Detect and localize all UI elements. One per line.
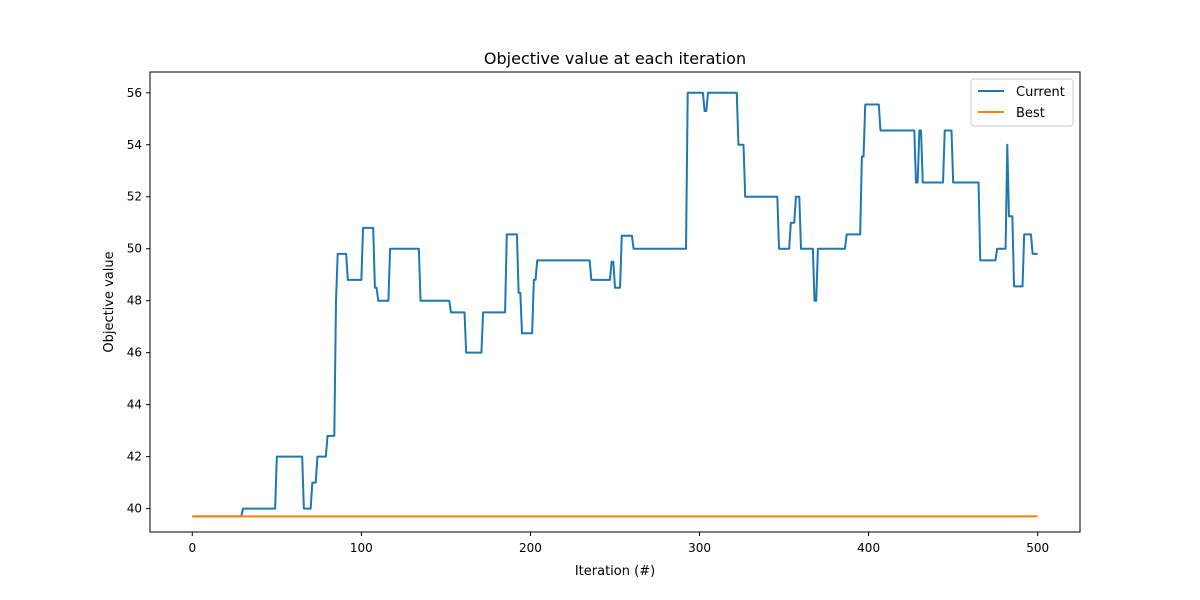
y-tick-label: 50 [127,242,142,256]
y-tick-label: 54 [127,138,142,152]
x-tick-label: 0 [188,541,196,555]
y-axis-label: Objective value [102,251,117,352]
series-line-current [192,91,1038,518]
x-tick-label: 200 [519,541,542,555]
legend: Current Best [970,78,1074,127]
y-tick-label: 46 [127,346,142,360]
y-tick-label: 40 [127,502,142,516]
x-tick-label: 500 [1026,541,1049,555]
x-axis-label: Iteration (#) [575,564,655,579]
y-tick-label: 56 [127,86,142,100]
plot-frame [149,71,1081,533]
y-axis: 40 42 44 46 48 50 52 54 56 [127,86,150,516]
chart-title: Objective value at each iteration [484,49,746,68]
x-axis: 0 100 200 300 400 500 [188,532,1049,555]
y-tick-label: 44 [127,398,142,412]
y-tick-label: 42 [127,450,142,464]
x-tick-label: 100 [350,541,373,555]
plot-series [192,91,1038,518]
x-tick-label: 300 [688,541,711,555]
x-tick-label: 400 [857,541,880,555]
y-tick-label: 52 [127,190,142,204]
y-tick-label: 48 [127,294,142,308]
legend-label-current: Current [1016,85,1065,100]
legend-label-best: Best [1016,106,1045,121]
